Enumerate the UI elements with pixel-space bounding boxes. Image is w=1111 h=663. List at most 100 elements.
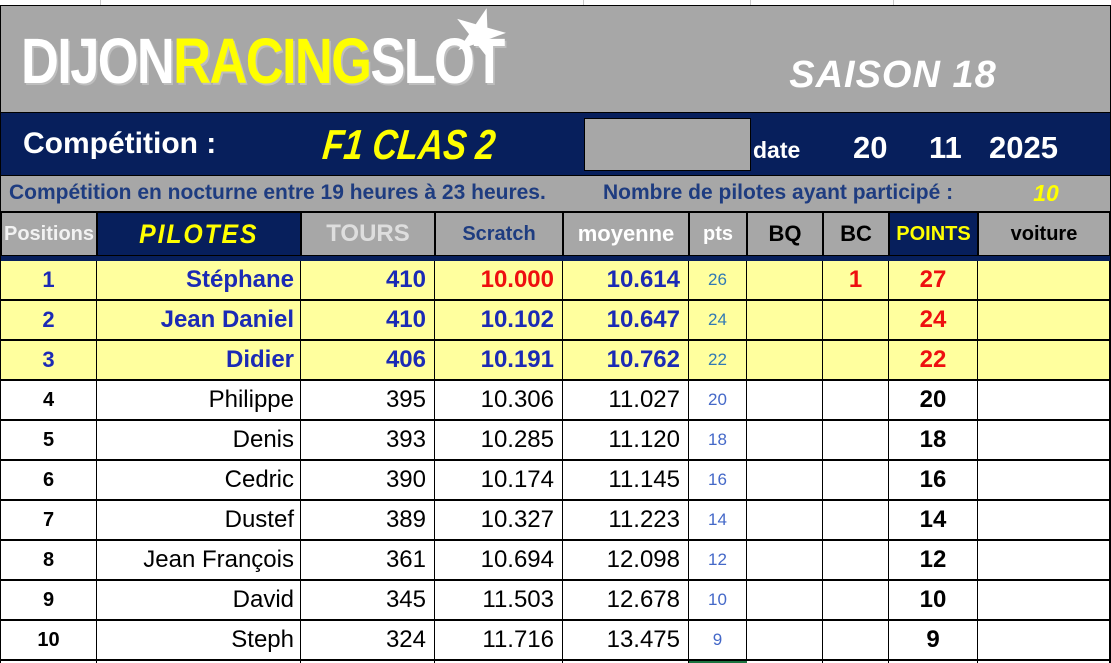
cell-voiture[interactable] (978, 261, 1110, 301)
cell-moyenne[interactable]: 10.647 (563, 301, 689, 341)
cell-scratch[interactable]: 10.306 (435, 381, 563, 421)
competition-name[interactable]: F1 CLAS 2 (320, 121, 498, 168)
partial-cell[interactable] (823, 661, 889, 663)
cell-scratch[interactable]: 10.191 (435, 341, 563, 381)
date-year[interactable]: 2025 (989, 130, 1058, 165)
cell-scratch[interactable]: 10.102 (435, 301, 563, 341)
cell-pts[interactable]: 16 (689, 461, 747, 501)
cell-bc[interactable]: 1 (823, 261, 889, 301)
cell-bc[interactable] (823, 301, 889, 341)
header-scratch[interactable]: Scratch (435, 212, 563, 256)
cell-bq[interactable] (747, 461, 823, 501)
cell-name[interactable]: Stéphane (97, 261, 301, 301)
cell-bc[interactable] (823, 541, 889, 581)
cell-pts[interactable]: 18 (689, 421, 747, 461)
selected-cell[interactable] (689, 661, 747, 663)
partial-cell[interactable] (747, 661, 823, 663)
cell-pts[interactable]: 26 (689, 261, 747, 301)
date-day[interactable]: 20 (853, 130, 888, 165)
cell-scratch[interactable]: 10.327 (435, 501, 563, 541)
cell-pos[interactable]: 1 (1, 261, 97, 301)
partial-cell[interactable] (301, 661, 435, 663)
header-moyenne[interactable]: moyenne (563, 212, 689, 256)
cell-pos[interactable]: 2 (1, 301, 97, 341)
cell-points[interactable]: 24 (889, 301, 978, 341)
cell-bc[interactable] (823, 421, 889, 461)
cell-moyenne[interactable]: 11.120 (563, 421, 689, 461)
cell-moyenne[interactable]: 11.223 (563, 501, 689, 541)
cell-tours[interactable]: 361 (301, 541, 435, 581)
cell-points[interactable]: 18 (889, 421, 978, 461)
partial-cell[interactable] (435, 661, 563, 663)
participants-count[interactable]: 10 (1033, 180, 1059, 206)
cell-voiture[interactable] (978, 541, 1110, 581)
cell-voiture[interactable] (978, 381, 1110, 421)
cell-pts[interactable]: 12 (689, 541, 747, 581)
cell-name[interactable]: David (97, 581, 301, 621)
cell-bq[interactable] (747, 381, 823, 421)
cell-pos[interactable]: 3 (1, 341, 97, 381)
cell-points[interactable]: 14 (889, 501, 978, 541)
cell-tours[interactable]: 324 (301, 621, 435, 661)
cell-pos[interactable]: 7 (1, 501, 97, 541)
cell-name[interactable]: Cedric (97, 461, 301, 501)
cell-points[interactable]: 20 (889, 381, 978, 421)
header-tours[interactable]: TOURS (301, 212, 435, 256)
cell-moyenne[interactable]: 11.145 (563, 461, 689, 501)
cell-pts[interactable]: 14 (689, 501, 747, 541)
header-pts[interactable]: pts (689, 212, 747, 256)
cell-bq[interactable] (747, 541, 823, 581)
cell-scratch[interactable]: 10.694 (435, 541, 563, 581)
cell-pos[interactable]: 10 (1, 621, 97, 661)
cell-moyenne[interactable]: 12.678 (563, 581, 689, 621)
cell-scratch[interactable]: 11.716 (435, 621, 563, 661)
cell-bc[interactable] (823, 381, 889, 421)
cell-bq[interactable] (747, 501, 823, 541)
cell-pts[interactable]: 24 (689, 301, 747, 341)
header-pilotes[interactable]: PILOTES (97, 212, 301, 256)
cell-tours[interactable]: 389 (301, 501, 435, 541)
cell-pos[interactable]: 9 (1, 581, 97, 621)
date-month[interactable]: 11 (929, 130, 962, 165)
empty-gray-cell[interactable] (584, 118, 751, 171)
cell-points[interactable]: 27 (889, 261, 978, 301)
cell-name[interactable]: Jean Daniel (97, 301, 301, 341)
cell-bc[interactable] (823, 581, 889, 621)
cell-tours[interactable]: 410 (301, 301, 435, 341)
cell-bq[interactable] (747, 421, 823, 461)
cell-scratch[interactable]: 10.000 (435, 261, 563, 301)
cell-voiture[interactable] (978, 621, 1110, 661)
header-bq[interactable]: BQ (747, 212, 823, 256)
header-positions[interactable]: Positions (1, 212, 97, 256)
cell-points[interactable]: 22 (889, 341, 978, 381)
cell-voiture[interactable] (978, 461, 1110, 501)
cell-voiture[interactable] (978, 421, 1110, 461)
cell-scratch[interactable]: 10.174 (435, 461, 563, 501)
cell-moyenne[interactable]: 12.098 (563, 541, 689, 581)
cell-tours[interactable]: 406 (301, 341, 435, 381)
cell-name[interactable]: Jean François (97, 541, 301, 581)
cell-name[interactable]: Philippe (97, 381, 301, 421)
cell-bq[interactable] (747, 581, 823, 621)
cell-voiture[interactable] (978, 501, 1110, 541)
cell-moyenne[interactable]: 10.762 (563, 341, 689, 381)
cell-bq[interactable] (747, 341, 823, 381)
cell-moyenne[interactable]: 10.614 (563, 261, 689, 301)
cell-tours[interactable]: 410 (301, 261, 435, 301)
cell-tours[interactable]: 345 (301, 581, 435, 621)
cell-bc[interactable] (823, 501, 889, 541)
partial-cell[interactable] (978, 661, 1110, 663)
cell-tours[interactable]: 395 (301, 381, 435, 421)
partial-cell[interactable] (97, 661, 301, 663)
cell-moyenne[interactable]: 11.027 (563, 381, 689, 421)
cell-bq[interactable] (747, 301, 823, 341)
cell-bq[interactable] (747, 261, 823, 301)
cell-bc[interactable] (823, 341, 889, 381)
cell-pos[interactable]: 8 (1, 541, 97, 581)
header-bc[interactable]: BC (823, 212, 889, 256)
cell-points[interactable]: 16 (889, 461, 978, 501)
cell-name[interactable]: Denis (97, 421, 301, 461)
cell-pts[interactable]: 22 (689, 341, 747, 381)
cell-tours[interactable]: 393 (301, 421, 435, 461)
cell-moyenne[interactable]: 13.475 (563, 621, 689, 661)
